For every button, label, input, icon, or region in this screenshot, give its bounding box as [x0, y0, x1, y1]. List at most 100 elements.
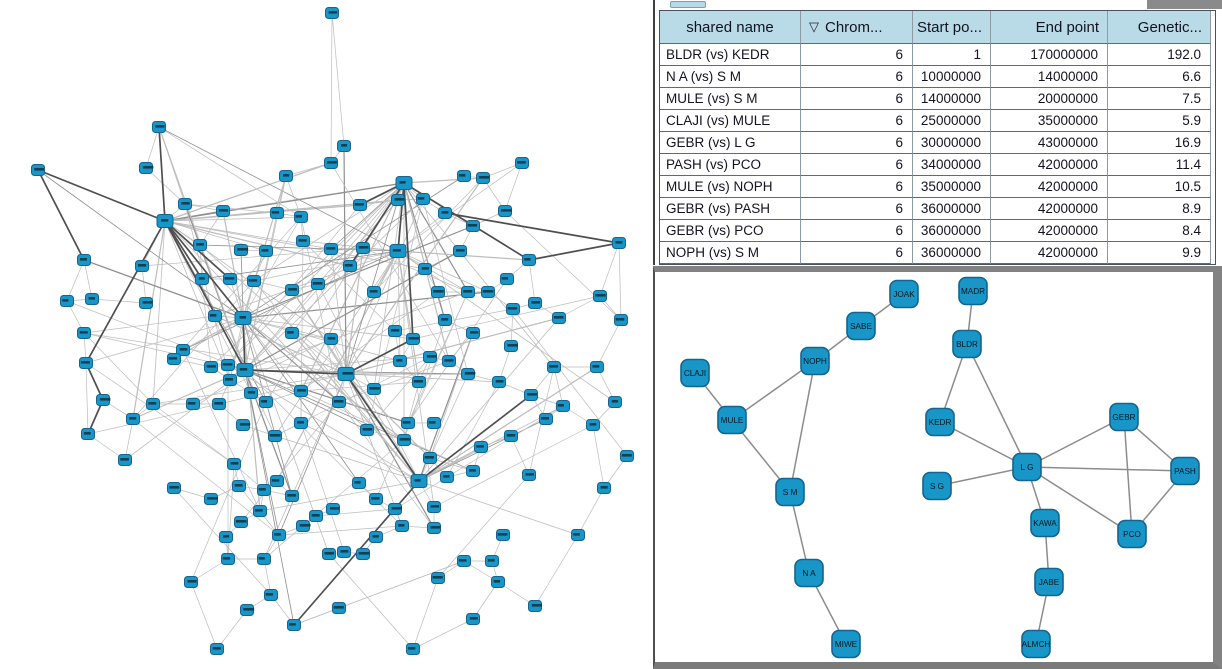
table-cell[interactable]: 35000000	[991, 110, 1108, 132]
table-cell[interactable]: 6	[801, 132, 913, 154]
network-node[interactable]	[77, 254, 91, 266]
table-cell[interactable]: 36000000	[913, 220, 991, 242]
table-cell[interactable]: MULE (vs) S M	[660, 88, 801, 110]
network-node[interactable]	[360, 424, 374, 436]
network-node[interactable]	[391, 194, 405, 206]
network-node[interactable]	[325, 7, 339, 19]
network-node[interactable]	[236, 363, 254, 377]
network-node[interactable]	[498, 205, 512, 217]
network-node[interactable]	[337, 367, 355, 381]
table-cell[interactable]: 11.4	[1108, 154, 1211, 176]
network-node[interactable]	[590, 361, 604, 373]
network-node[interactable]	[146, 398, 160, 410]
network-node[interactable]	[232, 480, 246, 492]
table-cell[interactable]: 6	[801, 198, 913, 220]
network-node[interactable]	[438, 314, 452, 326]
table-cell[interactable]: 6.6	[1108, 66, 1211, 88]
network-node[interactable]	[515, 157, 529, 169]
network-node[interactable]	[285, 327, 299, 339]
filter-icon[interactable]: ▽	[809, 19, 819, 34]
node-shape[interactable]	[680, 358, 710, 388]
table-cell[interactable]: MULE (vs) NOPH	[660, 176, 801, 198]
network-node[interactable]	[466, 220, 480, 232]
table-cell[interactable]: 10000000	[913, 66, 991, 88]
network-node[interactable]	[481, 286, 495, 298]
table-cell[interactable]: 5.9	[1108, 110, 1211, 132]
network-node[interactable]	[186, 398, 200, 410]
network-node[interactable]	[324, 243, 338, 255]
table-row[interactable]: CLAJI (vs) MULE 6 25000000 35000000 5.9	[660, 110, 1215, 132]
network-node[interactable]	[234, 244, 249, 256]
subnetwork-canvas[interactable]: JOAK SABE NOPH CLAJI MULE S M N A MIWE MADR BLDR K…	[655, 272, 1213, 662]
network-node[interactable]: MADR	[958, 276, 988, 306]
table-cell[interactable]: BLDR (vs) KEDR	[660, 44, 801, 66]
table-cell[interactable]: 6	[801, 154, 913, 176]
network-node[interactable]	[96, 394, 111, 406]
table-cell[interactable]: 35000000	[913, 176, 991, 198]
column-header-endpoint[interactable]: End point	[991, 11, 1108, 44]
table-cell[interactable]: GEBR (vs) L G	[660, 132, 801, 154]
table-cell[interactable]: 6	[801, 66, 913, 88]
table-cell[interactable]: 7.5	[1108, 88, 1211, 110]
network-node[interactable]	[491, 576, 505, 588]
table-cell[interactable]: GEBR (vs) PASH	[660, 198, 801, 220]
network-node[interactable]	[253, 505, 267, 517]
node-shape[interactable]	[952, 329, 982, 359]
network-node[interactable]	[556, 400, 570, 412]
network-node[interactable]	[257, 484, 271, 496]
network-node[interactable]	[466, 613, 480, 625]
network-node[interactable]	[524, 389, 538, 401]
network-node[interactable]: L G	[1012, 452, 1042, 482]
table-cell[interactable]: 6	[801, 110, 913, 132]
network-node[interactable]	[135, 260, 149, 272]
network-node[interactable]: MULE	[717, 405, 747, 435]
node-shape[interactable]	[775, 477, 805, 507]
network-node[interactable]	[221, 359, 235, 371]
network-node[interactable]	[552, 312, 566, 324]
table-cell[interactable]: 36000000	[913, 198, 991, 220]
node-shape[interactable]	[925, 407, 955, 437]
network-node[interactable]	[244, 387, 258, 399]
network-node[interactable]	[223, 273, 237, 285]
network-node[interactable]	[193, 239, 207, 251]
large-network-panel[interactable]	[0, 0, 655, 669]
table-cell[interactable]: 6	[801, 88, 913, 110]
network-node[interactable]	[337, 546, 351, 558]
network-node[interactable]	[259, 396, 273, 408]
network-node[interactable]	[272, 529, 286, 541]
network-node[interactable]	[309, 510, 323, 522]
network-node[interactable]	[500, 273, 514, 285]
table-cell[interactable]: 16.9	[1108, 132, 1211, 154]
network-node[interactable]: PASH	[1170, 456, 1200, 486]
table-cell[interactable]: 14000000	[913, 88, 991, 110]
table-cell[interactable]: N A (vs) S M	[660, 66, 801, 88]
table-cell[interactable]: 42000000	[991, 198, 1108, 220]
network-node[interactable]	[216, 205, 230, 217]
network-node[interactable]	[547, 361, 561, 373]
table-cell[interactable]: 192.0	[1108, 44, 1211, 66]
network-node[interactable]	[60, 295, 74, 307]
network-node[interactable]	[367, 286, 381, 298]
table-cell[interactable]: 6	[801, 242, 913, 264]
network-node[interactable]	[247, 275, 261, 287]
network-node[interactable]	[608, 396, 622, 408]
network-node[interactable]	[427, 522, 441, 534]
network-node[interactable]	[324, 333, 338, 345]
network-node[interactable]	[204, 361, 218, 373]
network-node[interactable]: MIWE	[831, 629, 861, 659]
network-node[interactable]	[311, 278, 325, 290]
table-cell[interactable]: 9.9	[1108, 242, 1211, 264]
network-node[interactable]: JOAK	[889, 279, 919, 309]
node-shape[interactable]	[1012, 452, 1042, 482]
network-node[interactable]	[457, 170, 471, 182]
network-node[interactable]	[77, 327, 91, 339]
network-node[interactable]	[406, 643, 420, 655]
network-node[interactable]	[234, 311, 252, 325]
network-node[interactable]	[85, 293, 99, 305]
table-cell[interactable]: 42000000	[991, 220, 1108, 242]
node-shape[interactable]	[846, 311, 876, 341]
network-node[interactable]	[593, 290, 607, 302]
network-node[interactable]	[156, 214, 174, 228]
network-node[interactable]	[223, 374, 237, 386]
network-node[interactable]	[212, 398, 226, 410]
